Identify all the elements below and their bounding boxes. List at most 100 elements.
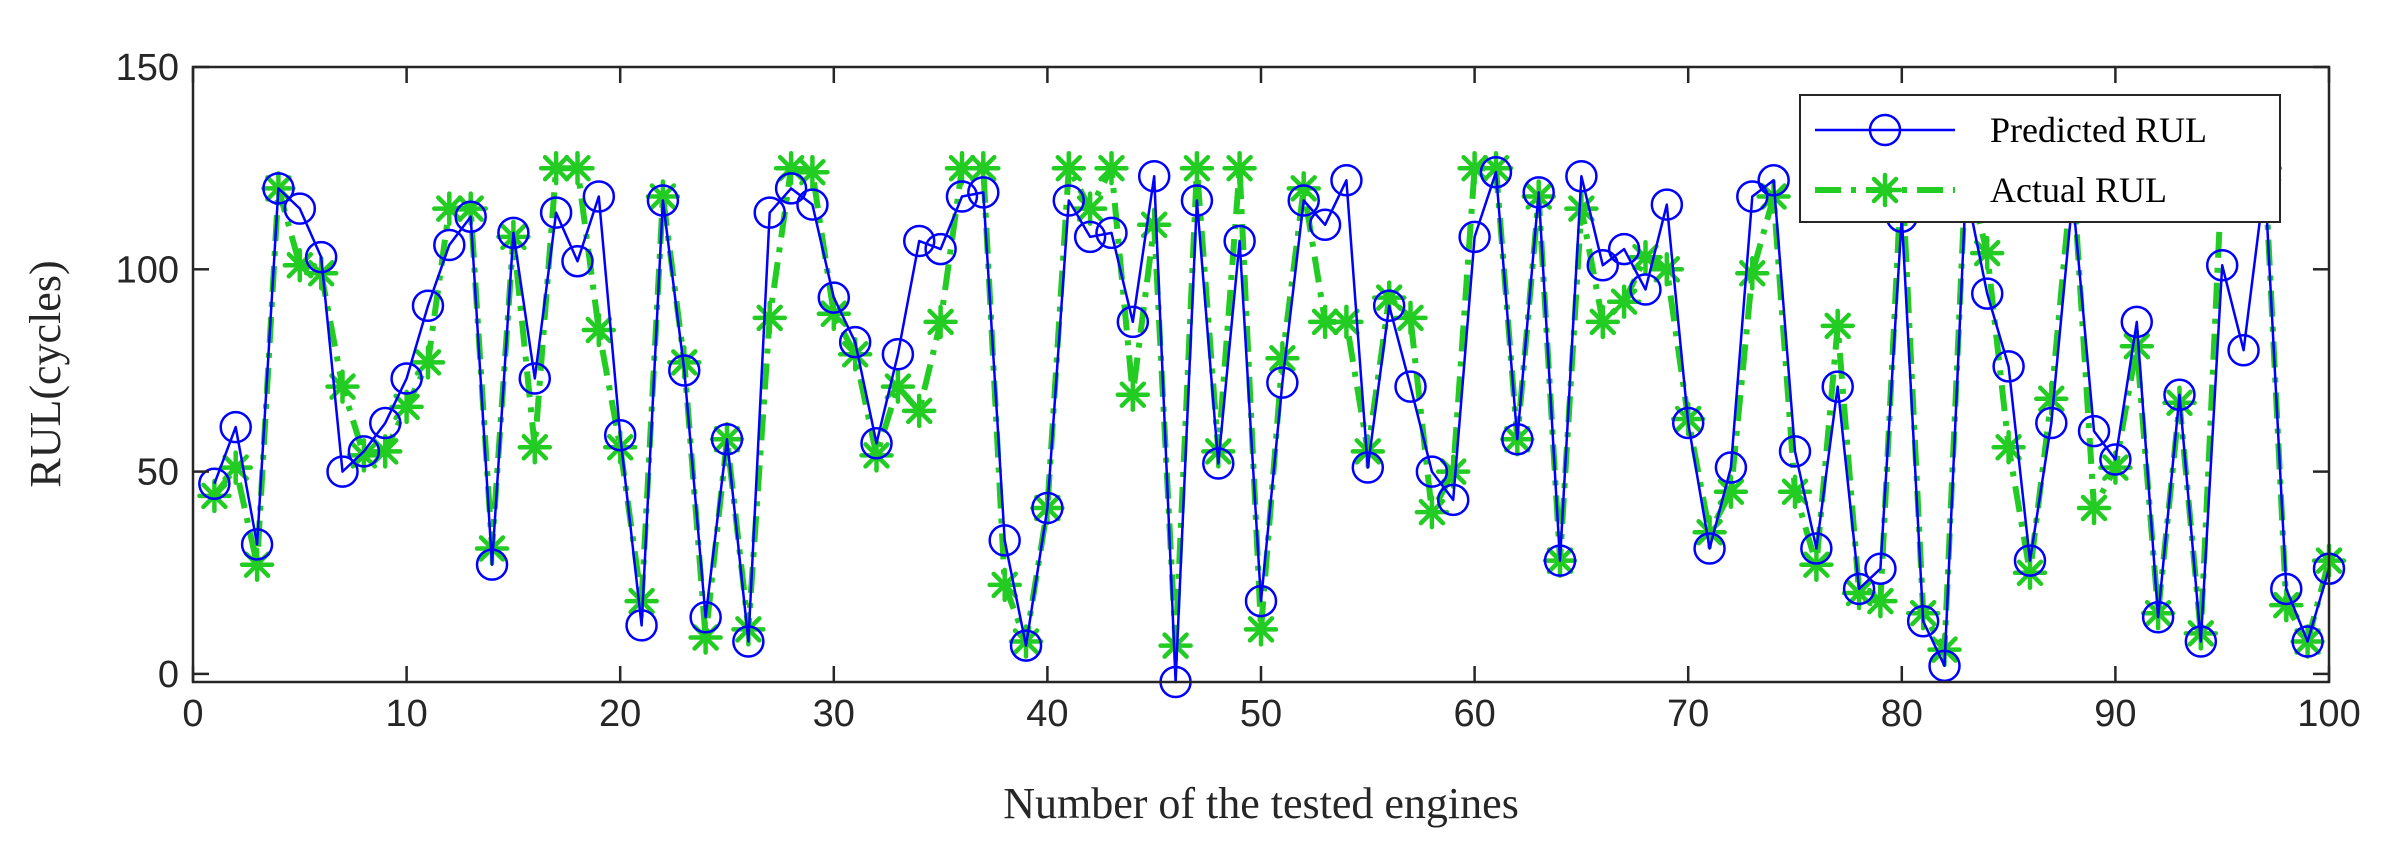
predicted-rul-point [433,228,466,262]
actual-rul-point [752,300,787,336]
predicted-rul-point [347,435,381,468]
predicted-rul-point [1436,483,1470,517]
predicted-rul-point [1629,273,1662,306]
predicted-rul-point [582,180,616,213]
actual-rul-point [795,154,830,190]
predicted-rul-point [2184,625,2218,658]
predicted-rul-point [945,180,979,213]
actual-rul-point [1115,377,1151,412]
predicted-rul-point [1095,216,1128,250]
predicted-rul-point [1180,184,1214,217]
predicted-rul-point [1714,451,1748,484]
legend-marker-predicted [1868,113,1902,147]
actual-rul-point [1136,207,1172,243]
actual-rul-point [880,369,916,404]
y-tick-label: 0 [158,654,179,696]
predicted-rul-point [262,172,295,205]
actual-rul-point [517,430,553,465]
predicted-rul-point [860,427,893,460]
actual-rul-point [1243,612,1279,647]
actual-rul-point [410,345,446,380]
predicted-rul-point [1650,188,1684,221]
x-tick-label: 0 [182,693,203,735]
predicted-rul-point [838,325,872,359]
predicted-rul-point [689,601,722,634]
predicted-rul-point [2013,544,2047,577]
predicted-rul-point [1394,370,1427,403]
predicted-rul-point [497,216,530,250]
predicted-rul-point [753,196,786,229]
predicted-rul-point [1970,277,2004,310]
predicted-rul-point [304,240,338,274]
predicted-rul-point [732,625,765,658]
legend-label-actual: Actual RUL [1990,170,2167,210]
predicted-rul-point [710,422,744,456]
x-tick-label: 60 [1453,693,1495,735]
predicted-rul-point [1137,159,1171,193]
predicted-rul-point [2141,601,2175,634]
predicted-rul-point [1009,629,1043,662]
predicted-rul-point [1330,164,1363,197]
actual-rul-point [1222,150,1257,186]
predicted-rul-line [213,170,2331,684]
predicted-rul-point [1244,584,1278,618]
predicted-rul-point [198,467,231,500]
actual-rul-point [2119,328,2155,364]
y-tick-label: 100 [116,249,179,291]
predicted-rul-point [1266,366,1299,399]
predicted-rul-point [539,196,573,229]
predicted-rul-point [2120,305,2154,339]
predicted-rul-point [1778,435,1812,468]
predicted-rul-point [2270,572,2303,606]
predicted-rul-point [924,232,957,266]
actual-rul-point [1072,191,1108,226]
predicted-rul-point [1073,220,1107,254]
actual-rul-point [1329,304,1364,340]
actual-rul-point [1606,284,1642,319]
x-tick-label: 30 [813,693,855,735]
predicted-rul-point [283,192,317,225]
legend-label-predicted: Predicted RUL [1990,110,2207,150]
predicted-rul-point [219,410,252,444]
y-axis-title: RUL(cycles) [21,260,70,487]
predicted-rul-point [2205,249,2239,282]
predicted-rul-point [1992,350,2025,383]
actual-rul-point [602,430,638,465]
predicted-rul-point [1479,155,1513,189]
predicted-rul-point [475,548,509,581]
predicted-rul-point [902,224,936,258]
predicted-rul-point [1287,184,1320,217]
x-tick-label: 80 [1881,693,1923,735]
predicted-rul-point [1501,422,1534,456]
x-axis-title: Number of the tested engines [1003,779,1519,828]
actual-rul-point [389,389,424,425]
actual-rul-point [581,312,617,348]
predicted-rul-point [1308,208,1342,242]
predicted-rul-point [1671,406,1705,440]
actual-rul-point [453,191,488,226]
actual-rul-point [1585,304,1621,340]
predicted-rul-point [240,528,274,561]
predicted-rul-point [646,184,680,217]
actual-rul-point [1649,252,1685,287]
predicted-rul-point [1351,451,1385,484]
predicted-rul-point [1031,491,1064,525]
series-layer [197,150,2347,699]
predicted-rul-point [1223,224,1256,258]
predicted-rul-point [454,200,487,233]
actual-rul-point [1393,300,1428,336]
predicted-rul-point [2035,406,2068,440]
predicted-rul-point [1757,164,1790,197]
actual-rul-point [1735,256,1770,291]
predicted-rul-point [1693,532,1726,565]
predicted-rul-point [411,289,445,322]
actual-rul-point [560,150,595,186]
predicted-rul-point [1821,370,1854,403]
predicted-rul-point [1415,455,1449,488]
predicted-rul-point [881,338,915,371]
predicted-rul-point [1864,552,1897,585]
predicted-rul-point [817,281,851,314]
y-tick-label: 150 [116,47,179,89]
predicted-rul-point [1543,544,1577,577]
actual-rul-point [1051,150,1087,186]
